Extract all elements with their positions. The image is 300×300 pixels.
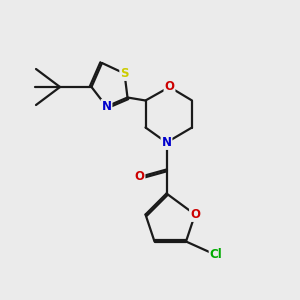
Text: S: S <box>120 67 129 80</box>
Text: N: N <box>101 100 112 113</box>
Text: Cl: Cl <box>210 248 222 262</box>
Text: N: N <box>161 136 172 149</box>
Text: O: O <box>190 208 200 221</box>
Text: O: O <box>164 80 175 94</box>
Text: O: O <box>134 170 145 184</box>
